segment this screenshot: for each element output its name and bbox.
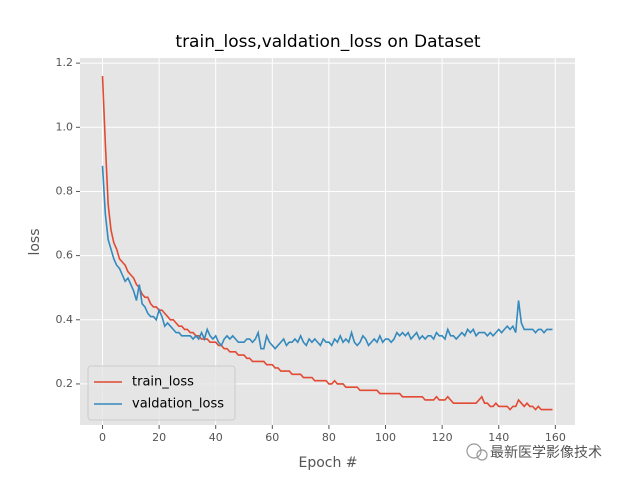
series-line — [101, 165, 553, 350]
legend-box — [87, 365, 236, 421]
legend-label: train_loss — [132, 375, 194, 390]
legend-label: valdation_loss — [132, 397, 224, 412]
x-tick-label: 60 — [265, 431, 279, 444]
y-tick-label: 0.2 — [56, 377, 74, 390]
x-tick-label: 40 — [209, 431, 223, 444]
x-tick-label: 0 — [99, 431, 106, 444]
x-tick-label: 140 — [488, 431, 509, 444]
y-tick-label: 1.0 — [56, 120, 74, 133]
x-tick-label: 80 — [322, 431, 336, 444]
plot-area — [80, 58, 575, 425]
y-tick-label: 0.4 — [56, 313, 74, 326]
x-tick-label: 100 — [375, 431, 396, 444]
y-tick-label: 0.8 — [56, 184, 74, 197]
series-line — [101, 75, 553, 411]
x-tick-label: 20 — [152, 431, 166, 444]
watermark-icon — [466, 443, 482, 459]
y-tick-label: 0.6 — [56, 249, 74, 262]
x-tick-label: 120 — [432, 431, 453, 444]
legend: train_loss valdation_loss — [87, 365, 236, 421]
grid — [80, 58, 575, 425]
watermark-icon — [476, 449, 488, 461]
chart-title: train_loss,valdation_loss on Dataset — [175, 32, 481, 52]
lines — [101, 75, 553, 411]
x-tick-label: 160 — [545, 431, 566, 444]
y-axis-label: loss — [27, 228, 43, 255]
y-tick-label: 1.2 — [56, 56, 74, 69]
watermark-group: 最新医学影像技术 — [466, 443, 602, 461]
x-axis-label: Epoch # — [298, 455, 357, 471]
watermark: 最新医学影像技术 — [490, 445, 602, 461]
